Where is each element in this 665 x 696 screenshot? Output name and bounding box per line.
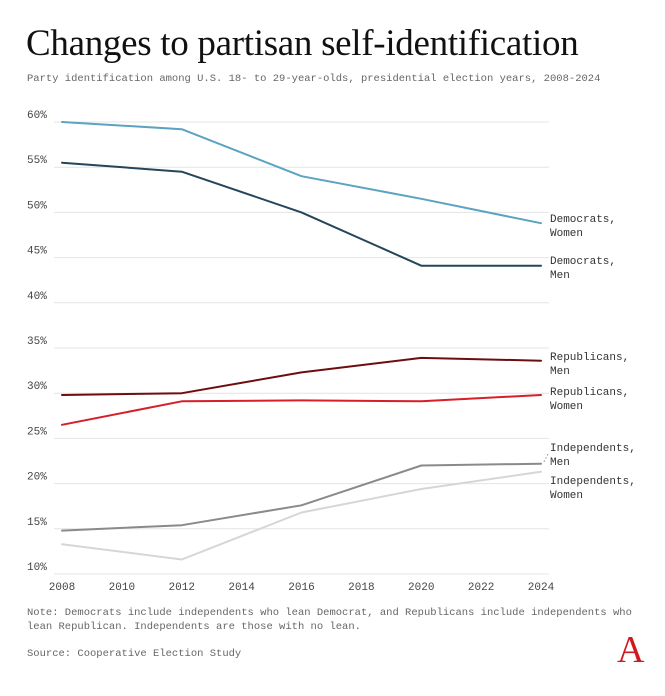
series-line-5 bbox=[61, 470, 542, 561]
y-tick-label: 15% bbox=[27, 517, 47, 529]
y-tick-label: 40% bbox=[27, 291, 47, 303]
x-tick-label: 2022 bbox=[468, 582, 494, 594]
x-tick-label: 2012 bbox=[169, 582, 195, 594]
y-tick-label: 30% bbox=[27, 381, 47, 393]
chart-note: Note: Democrats include independents who… bbox=[27, 607, 632, 633]
x-tick-label: 2024 bbox=[528, 582, 555, 594]
label-leader-line bbox=[543, 453, 549, 462]
x-tick-label: 2018 bbox=[348, 582, 374, 594]
y-tick-label: 20% bbox=[27, 472, 47, 484]
y-tick-label: 50% bbox=[27, 200, 47, 212]
y-tick-label: 55% bbox=[27, 155, 47, 167]
x-tick-label: 2010 bbox=[109, 582, 135, 594]
series-label: Independents, Women bbox=[550, 476, 636, 502]
series-label: Republicans, Women bbox=[550, 387, 629, 413]
series-line-0 bbox=[61, 121, 542, 225]
series-labels: Democrats, Women Democrats, Men Republicans,… bbox=[543, 214, 636, 502]
series-label: Democrats, Women bbox=[550, 214, 616, 240]
line-chart: 10%15%20%25%30%35%40%45%50%55%60% 2008 20… bbox=[27, 110, 636, 594]
y-tick-label: 60% bbox=[27, 110, 47, 122]
y-tick-label: 35% bbox=[27, 336, 47, 348]
series-label: Independents, Men bbox=[550, 443, 636, 469]
x-tick-label: 2020 bbox=[408, 582, 434, 594]
series-lines bbox=[61, 121, 542, 561]
y-tick-label: 10% bbox=[27, 562, 47, 574]
y-tick-label: 25% bbox=[27, 426, 47, 438]
x-axis-ticks: 2008 2010 2012 2014 2016 2018 2020 2022 2024 bbox=[49, 582, 555, 594]
publisher-logo: A bbox=[617, 629, 645, 671]
y-axis-ticks: 10% 15% 20% 25% 30% 35% 40% 45% 50% 55% 60% bbox=[27, 110, 47, 574]
y-tick-label: 45% bbox=[27, 246, 47, 258]
chart-source: Source: Cooperative Election Study bbox=[27, 648, 242, 660]
gridlines bbox=[54, 121, 549, 575]
chart-title: Changes to partisan self-identification bbox=[26, 23, 579, 64]
series-label: Democrats, Men bbox=[550, 256, 616, 282]
series-label: Republicans, Men bbox=[550, 352, 629, 378]
x-tick-label: 2014 bbox=[228, 582, 255, 594]
series-line-3 bbox=[61, 394, 542, 426]
series-line-2 bbox=[61, 356, 542, 396]
series-line-4 bbox=[61, 462, 542, 532]
x-tick-label: 2016 bbox=[288, 582, 314, 594]
chart-subtitle: Party identification among U.S. 18- to 2… bbox=[27, 73, 601, 85]
series-line-1 bbox=[61, 161, 542, 267]
x-tick-label: 2008 bbox=[49, 582, 75, 594]
